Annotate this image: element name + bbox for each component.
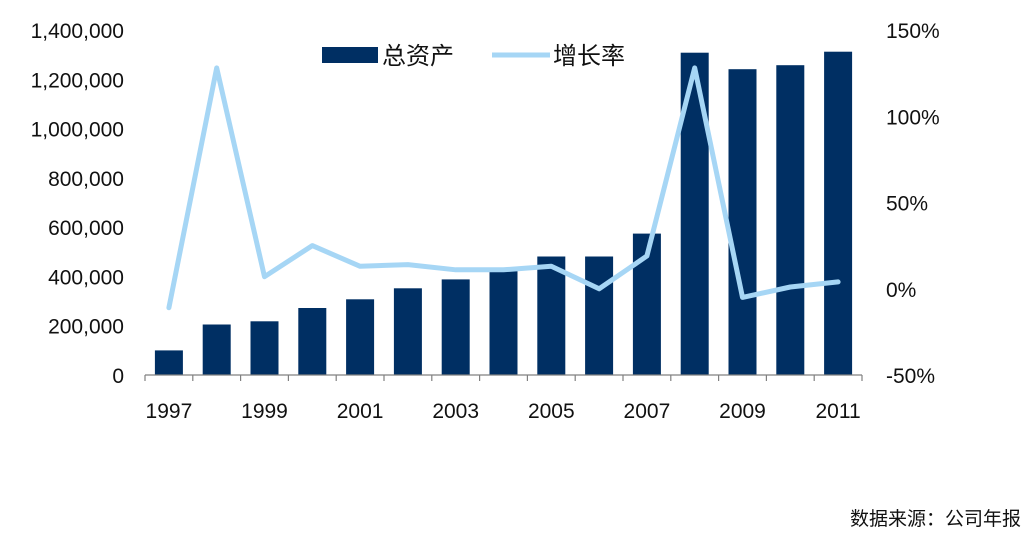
bar-2006 — [585, 256, 614, 375]
x-tick-label: 1997 — [146, 400, 193, 423]
bar-2005 — [537, 256, 566, 375]
x-tick-label: 2001 — [337, 400, 384, 423]
line-series-growth-rate — [166, 65, 841, 311]
left-tick-label: 600,000 — [48, 217, 124, 240]
bar-series-total-assets — [154, 51, 853, 375]
bar-2001 — [346, 299, 375, 375]
bar-2009 — [728, 69, 757, 375]
source-note: 数据来源：公司年报 — [849, 508, 1021, 530]
right-tick-label: 0% — [886, 279, 916, 302]
bar-1998 — [202, 324, 231, 375]
right-axis-ticks: -50% 0% 50% 100% 150% — [886, 20, 940, 388]
bar-1999 — [250, 321, 279, 375]
axes — [144, 374, 863, 381]
bar-2011 — [824, 51, 853, 375]
bar-2002 — [393, 288, 422, 375]
bar-2000 — [298, 308, 327, 375]
left-tick-label: 1,400,000 — [31, 20, 124, 43]
bar-2003 — [441, 279, 470, 375]
left-tick-label: 0 — [112, 365, 124, 388]
x-tick-label: 2009 — [719, 400, 766, 423]
legend-label-total-assets: 总资产 — [382, 42, 454, 70]
legend: 总资产 增长率 — [322, 42, 625, 70]
right-tick-label: 50% — [886, 193, 928, 216]
x-tick-label: 2007 — [624, 400, 671, 423]
x-tick-label: 2003 — [432, 400, 479, 423]
right-tick-label: -50% — [886, 365, 935, 388]
left-axis-ticks: 0 200,000 400,000 600,000 800,000 1,000,000 1,… — [31, 20, 124, 388]
right-tick-label: 100% — [886, 106, 940, 129]
bar-2010 — [776, 65, 805, 375]
x-tick-label: 2005 — [528, 400, 575, 423]
left-tick-label: 200,000 — [48, 316, 124, 339]
legend-swatch-total-assets — [322, 47, 378, 63]
bar-2004 — [489, 268, 518, 375]
legend-label-growth-rate: 增长率 — [553, 42, 625, 70]
x-tick-label: 2011 — [816, 400, 861, 423]
x-tick-label: 1999 — [241, 400, 288, 423]
x-axis-ticks: 1997 1999 2001 2003 2005 2007 2009 2011 — [146, 400, 861, 423]
left-tick-label: 800,000 — [48, 168, 124, 191]
bar-1997 — [154, 350, 183, 375]
right-tick-label: 150% — [886, 20, 940, 43]
left-tick-label: 1,200,000 — [31, 69, 124, 92]
left-tick-label: 1,000,000 — [31, 119, 124, 142]
left-tick-label: 400,000 — [48, 266, 124, 289]
